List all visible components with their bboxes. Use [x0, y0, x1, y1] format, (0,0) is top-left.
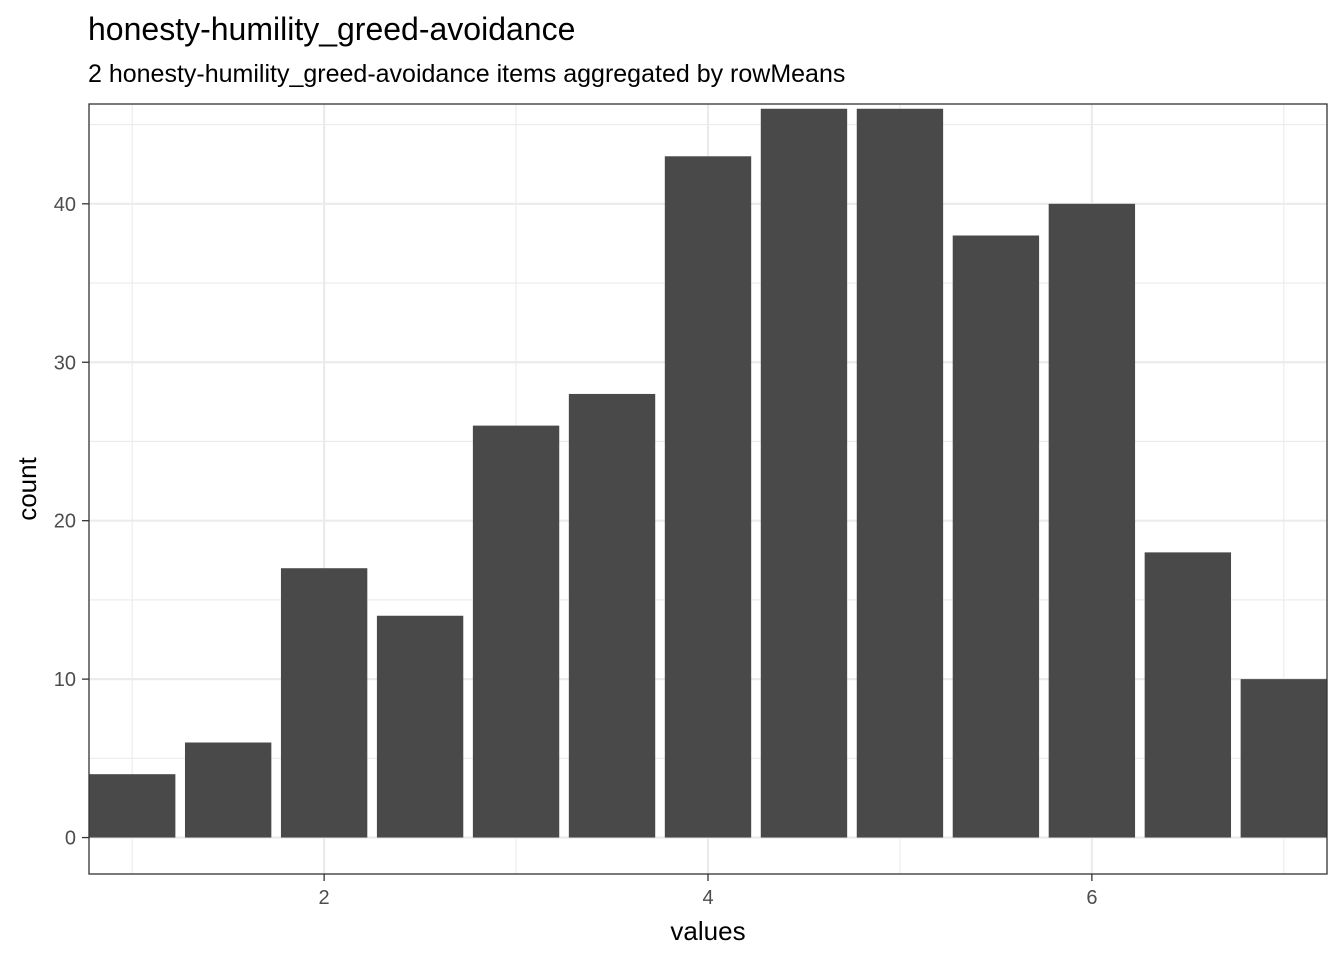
bar [856, 108, 944, 838]
chart-title: honesty-humility_greed-avoidance [88, 11, 575, 47]
y-tick-label: 40 [54, 194, 76, 216]
bar [760, 108, 848, 838]
bar [1144, 552, 1232, 838]
y-tick-label: 10 [54, 669, 76, 691]
y-tick-label: 20 [54, 511, 76, 533]
y-tick-label: 0 [65, 828, 76, 850]
x-tick-label: 6 [1086, 887, 1097, 909]
bar [568, 393, 656, 838]
x-axis: 2 4 6 [319, 874, 1097, 909]
bars [89, 108, 1327, 838]
x-axis-title: values [670, 916, 745, 946]
chart-subtitle: 2 honesty-humility_greed-avoidance items… [88, 60, 845, 88]
y-tick-label: 30 [54, 352, 76, 374]
bar [184, 742, 272, 838]
x-tick-label: 2 [319, 887, 330, 909]
y-axis-title: count [12, 456, 42, 520]
bar [1048, 203, 1136, 838]
bar [664, 156, 752, 838]
x-tick-label: 4 [702, 887, 713, 909]
bar [472, 425, 560, 838]
bar [376, 615, 464, 838]
bar [89, 774, 176, 838]
y-axis: 0 10 20 30 40 [54, 194, 89, 850]
bar [280, 568, 368, 838]
bar [952, 235, 1040, 838]
bar [1240, 679, 1327, 838]
